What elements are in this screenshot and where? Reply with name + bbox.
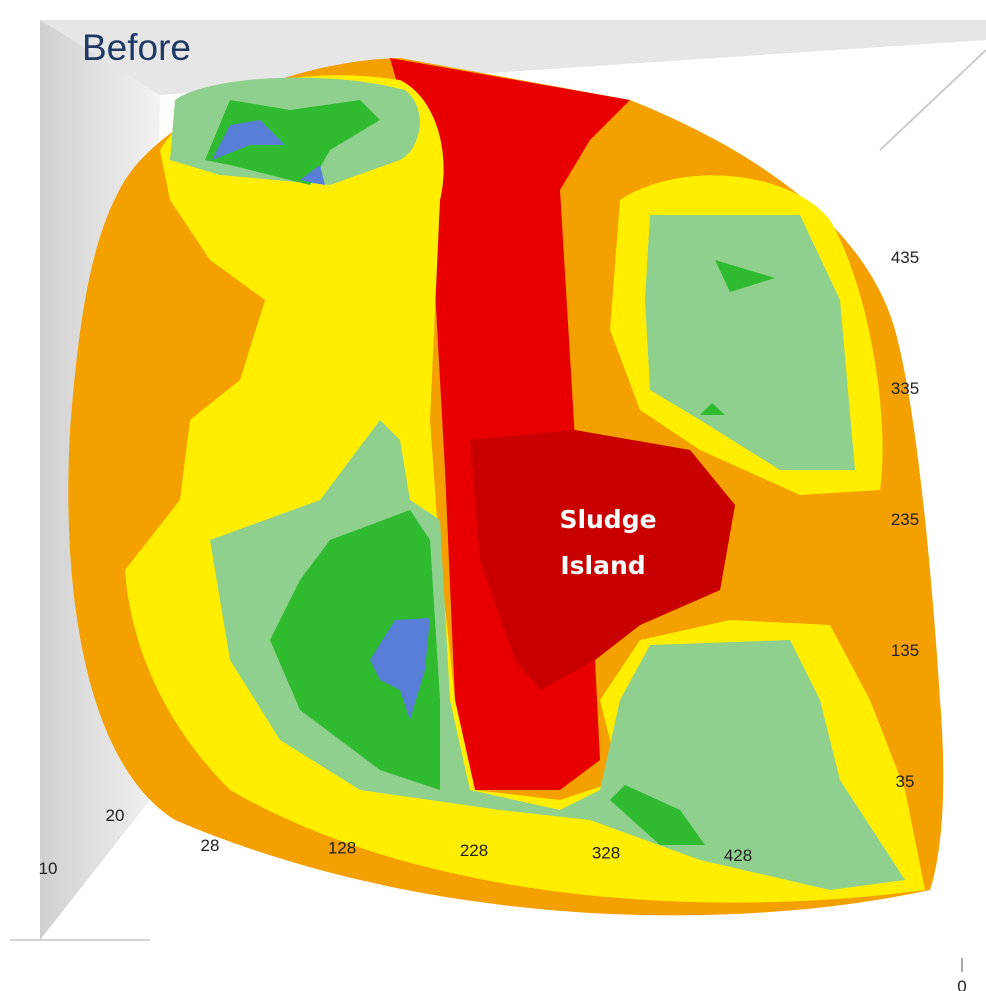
contour-blue [212,120,285,160]
z-tick-label: 20 [106,806,125,825]
sludge-island [470,430,735,690]
contour-blue [370,618,430,720]
x-tick-label: 328 [592,844,620,863]
z-tick-label: 0 [957,977,966,991]
x-tick-label: 428 [724,846,752,865]
annotation: Island [560,551,645,580]
box-edge [879,49,986,151]
x-tick-label: 228 [460,841,488,860]
y-axis-labels: 435 335 235 135 35 [891,248,919,791]
contour-green [700,403,725,415]
y-tick-label: 435 [891,248,919,267]
y-tick-label: 35 [896,772,915,791]
contour-light-green [645,215,855,470]
z-axis-labels: 20 10 0 [39,806,967,991]
y-tick-label: 135 [891,641,919,660]
contour-green [715,260,775,292]
y-tick-label: 335 [891,379,919,398]
annotation: Sludge [559,505,656,534]
contour-green [610,785,705,845]
contour-green [270,510,440,790]
y-tick-label: 235 [891,510,919,529]
title: Before [82,27,191,68]
contour-green [205,100,380,185]
z-tick-label: 10 [39,859,58,878]
x-tick-label: 28 [201,836,220,855]
x-axis-labels: 28 128 228 328 428 [201,836,753,865]
x-tick-label: 128 [328,839,356,858]
contour-blue [300,165,325,185]
back-wall [40,20,986,95]
